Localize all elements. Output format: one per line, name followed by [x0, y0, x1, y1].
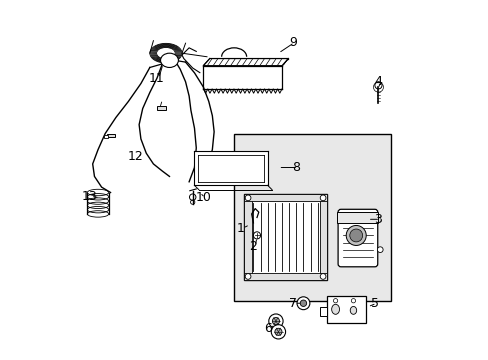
Bar	[104, 135, 107, 138]
Text: 12: 12	[127, 150, 143, 163]
Circle shape	[274, 328, 282, 336]
Bar	[194, 152, 267, 185]
Polygon shape	[203, 59, 288, 66]
Polygon shape	[128, 78, 157, 102]
Circle shape	[374, 82, 381, 89]
Circle shape	[244, 195, 250, 201]
Circle shape	[300, 300, 306, 306]
Bar	[157, 106, 165, 110]
Polygon shape	[102, 171, 169, 193]
Circle shape	[296, 297, 309, 310]
Text: 2: 2	[249, 240, 257, 253]
Circle shape	[346, 225, 366, 246]
Text: 10: 10	[195, 192, 211, 204]
Bar	[233, 134, 390, 301]
Circle shape	[320, 274, 325, 279]
Polygon shape	[93, 153, 153, 176]
Text: 6: 6	[263, 322, 271, 335]
Circle shape	[320, 195, 325, 201]
Polygon shape	[203, 66, 282, 89]
Circle shape	[333, 298, 337, 303]
Circle shape	[244, 274, 250, 279]
Circle shape	[268, 314, 283, 328]
Ellipse shape	[349, 306, 356, 314]
Bar	[244, 273, 326, 280]
Polygon shape	[93, 139, 146, 164]
Bar	[326, 296, 365, 323]
Polygon shape	[116, 93, 149, 117]
Polygon shape	[141, 64, 162, 84]
Text: 5: 5	[370, 297, 378, 310]
Bar	[319, 194, 326, 280]
Circle shape	[349, 229, 362, 242]
Text: 9: 9	[288, 36, 296, 49]
Bar	[107, 134, 115, 137]
Bar	[244, 194, 326, 202]
Text: 3: 3	[374, 213, 382, 226]
Circle shape	[271, 325, 285, 339]
Polygon shape	[94, 164, 162, 187]
Bar	[244, 194, 251, 280]
Text: 1: 1	[237, 222, 244, 235]
Polygon shape	[105, 109, 142, 134]
Polygon shape	[98, 125, 141, 150]
FancyBboxPatch shape	[337, 209, 377, 267]
Text: 4: 4	[374, 75, 382, 88]
Circle shape	[377, 247, 382, 252]
Ellipse shape	[331, 304, 339, 314]
Circle shape	[350, 298, 355, 303]
Text: 8: 8	[292, 161, 300, 174]
Text: 11: 11	[149, 72, 164, 85]
Bar	[244, 194, 326, 280]
Text: 7: 7	[288, 297, 296, 310]
Bar	[319, 307, 326, 316]
Text: 13: 13	[81, 190, 97, 203]
Ellipse shape	[160, 53, 178, 67]
Circle shape	[272, 318, 279, 325]
Bar	[337, 212, 378, 223]
